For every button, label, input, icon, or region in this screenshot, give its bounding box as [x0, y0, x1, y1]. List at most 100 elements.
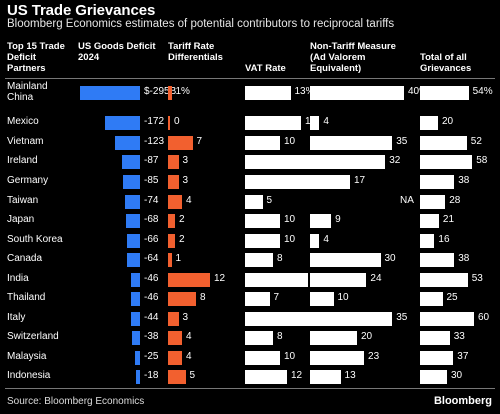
tariff-value-label: 4 [186, 195, 192, 206]
tariff-value-label: 1 [175, 253, 182, 264]
deficit-bar [114, 136, 140, 150]
tariff-bar [168, 175, 179, 189]
country-label: Mexico [7, 116, 39, 127]
ntm-value-label: 35 [396, 136, 408, 147]
ntm-value-label: 13 [344, 370, 356, 381]
deficit-value-label: -74 [144, 195, 159, 206]
vat-bar [245, 370, 287, 384]
deficit-bar [80, 86, 140, 100]
row-4: Germany-853191738 [0, 173, 500, 191]
deficit-value-label: -46 [144, 292, 159, 303]
vat-bar [245, 234, 280, 248]
vat-bar [245, 331, 273, 345]
vat-bar [245, 253, 273, 267]
country-label: Taiwan [7, 195, 39, 206]
country-label: Indonesia [7, 370, 51, 381]
ntm-bar [310, 273, 367, 287]
deficit-bar [122, 175, 140, 189]
ntm-bar [310, 116, 320, 130]
chart-subtitle: Bloomberg Economics estimates of potenti… [7, 18, 395, 30]
deficit-bar [124, 195, 140, 209]
tariff-value-label: 5 [189, 370, 196, 381]
deficit-bar [130, 273, 140, 287]
tariff-bar [168, 351, 182, 365]
ntm-value-label: 32 [389, 155, 401, 166]
tariff-value-label: 4 [186, 351, 192, 362]
country-label: South Korea [7, 234, 63, 245]
ntm-bar [310, 292, 334, 306]
ntm-value-label: NA [400, 195, 414, 206]
tariff-value-label: 7 [196, 136, 203, 147]
total-value-label: 20 [442, 116, 454, 127]
total-value-label: 37 [457, 351, 469, 362]
row-2: Vietnam -123 7 10 35 52 [0, 134, 500, 152]
vat-value-label: 8 [277, 253, 283, 264]
vat-value-label: 5 [266, 195, 273, 206]
deficit-value-label: -18 [144, 370, 159, 381]
total-bar [420, 292, 443, 306]
total-value-label: 38 [458, 175, 470, 186]
tariff-bar [168, 136, 193, 150]
country-label: Vietnam [7, 136, 44, 147]
tariff-bar [168, 370, 186, 384]
tariff-value-label: 12 [214, 273, 226, 284]
total-value-label: 53 [471, 273, 483, 284]
deficit-bar [134, 351, 140, 365]
ntm-bar [310, 312, 393, 326]
total-value-label: 58 [476, 155, 488, 166]
total-value-label: 25 [446, 292, 458, 303]
deficit-value-label: -68 [144, 214, 159, 225]
vat-value-label: 10 [284, 351, 296, 362]
ntm-value-label: 40% [408, 86, 429, 97]
total-value-label: 52 [470, 136, 482, 147]
ntm-bar [310, 351, 365, 365]
ntm-bar [310, 253, 381, 267]
vat-value-label: 10 [284, 234, 296, 245]
ntm-bar [310, 214, 332, 228]
brand-logo: Bloomberg [433, 395, 492, 407]
ntm-value-label: 4 [323, 116, 329, 127]
tariff-bar [168, 234, 175, 248]
footer-divider [5, 388, 495, 389]
deficit-bar [126, 253, 140, 267]
chart-title: US Trade Grievances [7, 2, 156, 19]
ntm-bar [310, 136, 393, 150]
country-label: Italy [7, 312, 26, 323]
total-value-label: 30 [451, 370, 463, 381]
ntm-value-label: 10 [337, 292, 349, 303]
deficit-value-label: -46 [144, 273, 159, 284]
vat-bar [245, 136, 280, 150]
row-3: Ireland-873233258 [0, 153, 500, 171]
vat-bar [245, 86, 291, 100]
total-bar [420, 136, 467, 150]
vat-bar [245, 155, 326, 169]
ntm-bar [310, 331, 357, 345]
row-5: Taiwan -74 4 5 NA 28 [0, 193, 500, 211]
deficit-bar [126, 234, 140, 248]
ntm-value-label: 35 [396, 312, 408, 323]
header-total: Total of all Grievances [420, 52, 472, 74]
ntm-value-label: 20 [361, 331, 373, 342]
total-bar [420, 116, 438, 130]
tariff-bar [168, 195, 182, 209]
total-bar [420, 351, 454, 365]
ntm-value-label: 9 [335, 214, 341, 225]
total-value-label: 54% [472, 86, 493, 97]
tariff-bar [168, 86, 172, 100]
vat-bar [245, 195, 263, 209]
vat-value-label: 10 [284, 136, 296, 147]
tariff-bar [168, 312, 179, 326]
tariff-bar [168, 155, 179, 169]
ntm-bar [310, 175, 350, 189]
deficit-value-label: -44 [144, 312, 159, 323]
row-0: Mainland China $-295B 1% 13% 40% 54% [0, 81, 500, 103]
deficit-value-label: -123 [144, 136, 165, 147]
total-value-label: 38 [458, 253, 470, 264]
total-bar [420, 86, 469, 100]
vat-value-label: 10 [284, 214, 296, 225]
total-bar [420, 175, 455, 189]
vat-bar [245, 351, 280, 365]
deficit-value-label: -25 [144, 351, 159, 362]
vat-bar [245, 292, 270, 306]
vat-bar [245, 273, 308, 287]
